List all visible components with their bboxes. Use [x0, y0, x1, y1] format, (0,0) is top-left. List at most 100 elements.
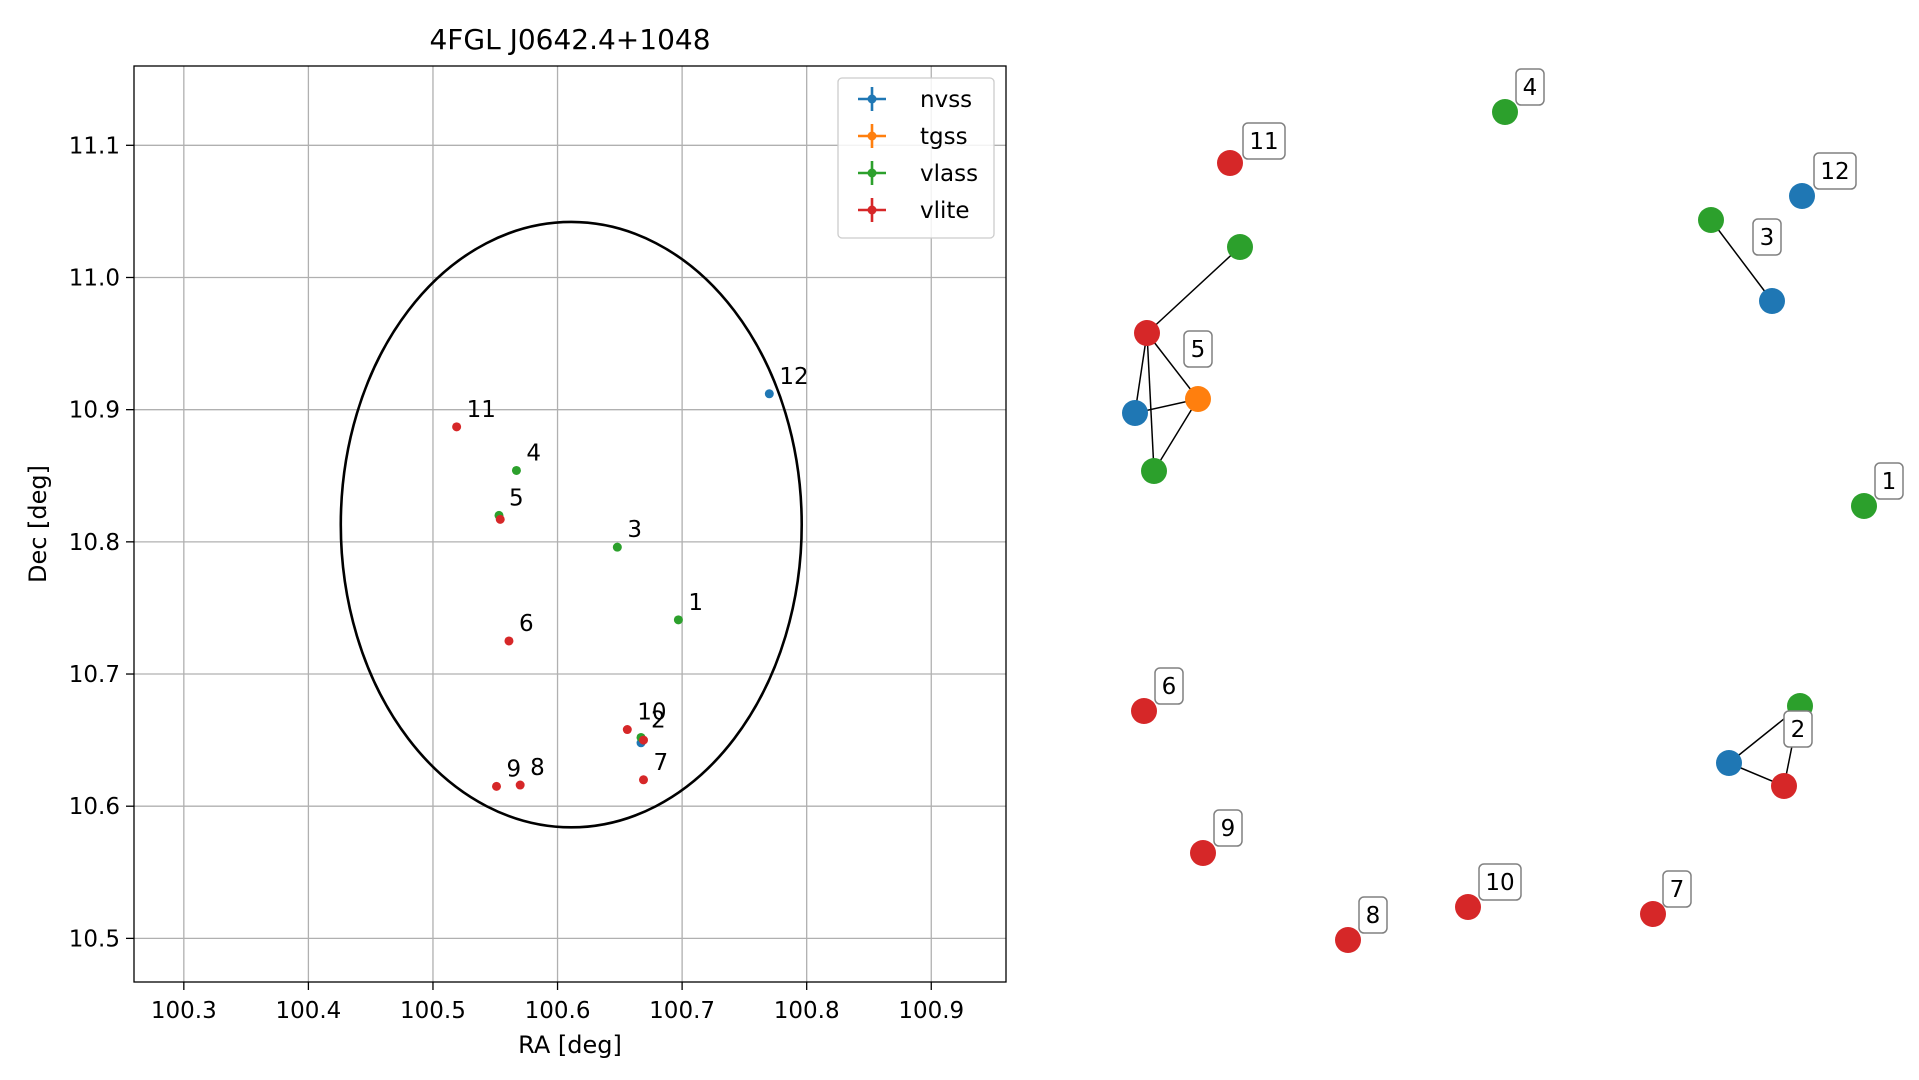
- point-nvss: [764, 389, 774, 399]
- network-label-box: [1358, 896, 1388, 934]
- point-label: 6: [519, 611, 534, 637]
- network-node: [1335, 927, 1361, 953]
- network-node-label: 11: [1249, 129, 1278, 155]
- legend-label-tgss: tgss: [920, 124, 968, 150]
- network-node: [1141, 458, 1167, 484]
- grid: [134, 66, 1006, 982]
- network-node-label: 12: [1820, 159, 1849, 185]
- legend-marker-dot: [867, 131, 877, 141]
- network-edge: [1146, 246, 1241, 334]
- network-label-box: [1478, 863, 1522, 901]
- point-label: 3: [627, 517, 642, 543]
- point-label: 9: [507, 756, 522, 782]
- y-tick-label: 10.7: [69, 662, 120, 688]
- network-label-box: [1752, 218, 1782, 256]
- legend-label-vlass: vlass: [920, 161, 978, 187]
- network-node: [1131, 698, 1157, 724]
- network-node: [1698, 207, 1724, 233]
- network-chart: 11 4 12 3 5 1 6 2 9 8 10 7: [1122, 68, 1904, 953]
- network-node-label: 6: [1162, 674, 1177, 700]
- axes-frame: [133, 65, 1007, 983]
- point-vlite: [622, 725, 632, 735]
- network-node: [1217, 150, 1243, 176]
- legend-marker-dot: [867, 94, 877, 104]
- network-label-box: [1242, 122, 1286, 160]
- network-label-box: [1515, 68, 1545, 106]
- chart-title: 4FGL J0642.4+1048: [429, 23, 710, 56]
- legend-marker-dot: [867, 205, 877, 215]
- point-label: 5: [509, 485, 524, 511]
- x-tick-label: 100.8: [774, 998, 840, 1024]
- point-label: 11: [467, 397, 496, 423]
- network-node-label: 3: [1760, 225, 1775, 251]
- network-node: [1455, 894, 1481, 920]
- legend-marker-dot: [867, 168, 877, 178]
- x-tick-label: 100.9: [898, 998, 964, 1024]
- x-tick-label: 100.6: [525, 998, 591, 1024]
- network-edges: [1134, 219, 1801, 787]
- point-vlass: [511, 465, 521, 475]
- y-tick-label: 10.8: [69, 530, 120, 556]
- network-node: [1190, 840, 1216, 866]
- point-vlite: [495, 514, 505, 524]
- network-node: [1771, 773, 1797, 799]
- network-label-box: [1783, 710, 1813, 748]
- network-label-box: [1183, 330, 1213, 368]
- point-vlass: [612, 542, 622, 552]
- network-node: [1227, 234, 1253, 260]
- network-node: [1134, 320, 1160, 346]
- network-node-label: 5: [1191, 337, 1206, 363]
- legend: nvss tgss vlass vlite: [837, 77, 995, 239]
- y-tick-label: 10.6: [69, 794, 120, 820]
- x-tick-label: 100.3: [151, 998, 217, 1024]
- network-node-label: 7: [1670, 877, 1685, 903]
- network-edge: [1146, 332, 1199, 400]
- network-label-box: [1874, 462, 1904, 500]
- point-vlite: [492, 781, 502, 791]
- network-label-box: [1213, 809, 1243, 847]
- network-node-label: 8: [1366, 903, 1381, 929]
- network-node-label: 4: [1523, 75, 1538, 101]
- network-edge: [1710, 219, 1773, 302]
- network-nodes: [1122, 99, 1877, 953]
- point-label: 1: [688, 590, 703, 616]
- network-node-label: 9: [1221, 816, 1236, 842]
- point-label: 8: [530, 755, 545, 781]
- network-edge: [1134, 332, 1148, 414]
- network-node: [1759, 288, 1785, 314]
- y-tick-label: 11.0: [69, 265, 120, 291]
- network-label-box: [1813, 152, 1857, 190]
- point-label: 12: [779, 364, 808, 390]
- y-axis-label: Dec [deg]: [24, 465, 52, 583]
- point-vlass: [673, 615, 683, 625]
- network-label-box: [1662, 870, 1692, 908]
- x-tick-label: 100.7: [649, 998, 715, 1024]
- y-tick-label: 10.9: [69, 398, 120, 424]
- error-ellipse-layer: [339, 220, 804, 829]
- point-label: 4: [526, 440, 541, 466]
- point-label: 10: [637, 700, 666, 726]
- network-node-label: 1: [1882, 469, 1897, 495]
- network-node: [1185, 386, 1211, 412]
- network-node: [1640, 901, 1666, 927]
- axis-ticks: 100.3 100.4 100.5 100.6 100.7 100.8 100.9 10.5 1…: [69, 133, 964, 1024]
- point-vlite: [452, 422, 462, 432]
- network-node-label: 10: [1485, 870, 1514, 896]
- network-node: [1492, 99, 1518, 125]
- legend-label-nvss: nvss: [920, 87, 972, 113]
- network-node: [1789, 183, 1815, 209]
- legend-label-vlite: vlite: [920, 198, 970, 224]
- point-vlite: [515, 780, 525, 790]
- network-label-box: [1154, 667, 1184, 705]
- legend-box: [837, 77, 995, 239]
- y-tick-label: 10.5: [69, 926, 120, 952]
- point-vlite: [504, 636, 514, 646]
- network-node-label: 2: [1791, 717, 1806, 743]
- x-axis-label: RA [deg]: [518, 1031, 622, 1059]
- x-tick-label: 100.5: [400, 998, 466, 1024]
- network-edge: [1153, 398, 1199, 472]
- x-tick-label: 100.4: [275, 998, 341, 1024]
- point-label: 7: [653, 750, 668, 776]
